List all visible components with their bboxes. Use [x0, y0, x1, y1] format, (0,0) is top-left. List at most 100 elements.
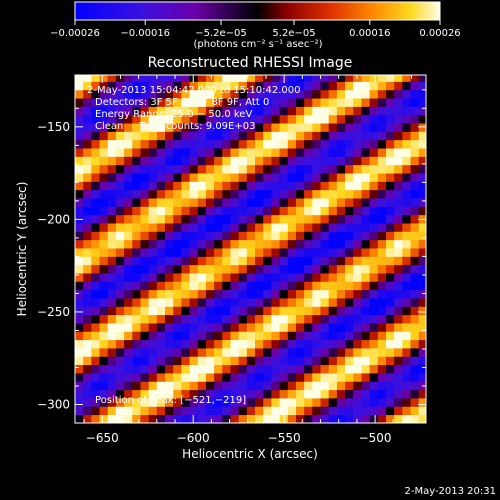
- heatmap-cell: [189, 239, 199, 249]
- heatmap-cell: [115, 98, 125, 107]
- heatmap-cell: [287, 256, 297, 266]
- heatmap-cell: [345, 173, 354, 182]
- heatmap-cell: [418, 364, 426, 374]
- heatmap-cell: [279, 323, 289, 332]
- heatmap-cell: [230, 123, 240, 132]
- heatmap-cell: [410, 373, 420, 382]
- heatmap-cell: [205, 198, 215, 207]
- heatmap-cell: [205, 206, 215, 216]
- heatmap-cell: [295, 189, 305, 199]
- heatmap-cell: [377, 314, 387, 324]
- heatmap-cell: [230, 281, 240, 291]
- heatmap-cell: [263, 89, 272, 99]
- heatmap-cell: [255, 398, 264, 407]
- heatmap-cell: [336, 323, 346, 332]
- heatmap-cell: [287, 198, 297, 207]
- heatmap-cell: [361, 106, 371, 116]
- heatmap-cell: [361, 198, 371, 207]
- heatmap-cell: [320, 156, 330, 166]
- heatmap-cell: [377, 356, 387, 366]
- heatmap-cell: [83, 264, 92, 274]
- heatmap-cell: [173, 364, 182, 374]
- heatmap-cell: [238, 256, 248, 266]
- heatmap-cell: [369, 323, 379, 332]
- heatmap-cell: [222, 298, 231, 307]
- heatmap-cell: [263, 348, 272, 357]
- heatmap-cell: [336, 273, 346, 282]
- heatmap-cell: [205, 373, 215, 382]
- heatmap-cell: [402, 273, 411, 282]
- heatmap-cell: [83, 106, 92, 116]
- heatmap-cell: [402, 106, 411, 116]
- heatmap-cell: [369, 298, 379, 307]
- heatmap-cell: [394, 323, 403, 332]
- heatmap-cell: [361, 273, 371, 282]
- heatmap-cell: [263, 414, 272, 423]
- heatmap-cell: [295, 364, 305, 374]
- heatmap-cell: [304, 223, 313, 232]
- heatmap-cell: [148, 98, 158, 107]
- heatmap-cell: [263, 406, 272, 416]
- heatmap-cell: [295, 81, 305, 91]
- heatmap-cell: [263, 239, 272, 249]
- heatmap-cell: [189, 364, 199, 374]
- heatmap-cell: [320, 139, 330, 149]
- heatmap-cell: [336, 256, 346, 266]
- heatmap-cell: [369, 281, 379, 291]
- heatmap-cell: [173, 356, 182, 366]
- heatmap-cell: [369, 248, 379, 257]
- heatmap-cell: [312, 181, 321, 191]
- heatmap-cell: [328, 414, 338, 423]
- heatmap-cell: [222, 256, 231, 266]
- heatmap-cell: [124, 98, 133, 107]
- heatmap-cell: [402, 114, 411, 124]
- heatmap-cell: [263, 289, 272, 299]
- heatmap-cell: [263, 314, 272, 324]
- heatmap-cell: [287, 273, 297, 282]
- heatmap-cell: [115, 139, 125, 149]
- heatmap-cell: [361, 264, 371, 274]
- heatmap-cell: [369, 364, 379, 374]
- heatmap-cell: [263, 381, 272, 391]
- heatmap-cell: [410, 381, 420, 391]
- heatmap-cell: [156, 164, 166, 174]
- heatmap-cell: [205, 164, 215, 174]
- heatmap-cell: [320, 389, 330, 399]
- heatmap-cell: [402, 381, 411, 391]
- heatmap-cell: [173, 281, 182, 291]
- heatmap-cell: [271, 148, 280, 157]
- heatmap-cell: [205, 123, 215, 132]
- heatmap-cell: [115, 273, 125, 282]
- heatmap-cell: [173, 264, 182, 274]
- heatmap-cell: [99, 306, 109, 316]
- heatmap-cell: [173, 256, 182, 266]
- heatmap-cell: [99, 148, 109, 157]
- heatmap-cell: [83, 281, 92, 291]
- heatmap-cell: [140, 281, 150, 291]
- heatmap-cell: [377, 206, 387, 216]
- heatmap-cell: [132, 198, 141, 207]
- heatmap-cell: [353, 406, 362, 416]
- heatmap-cell: [394, 173, 403, 182]
- heatmap-cell: [197, 381, 207, 391]
- heatmap-cell: [230, 223, 240, 232]
- heatmap-cell: [246, 156, 256, 166]
- heatmap-cell: [214, 123, 223, 132]
- heatmap-cell: [279, 306, 289, 316]
- heatmap-cell: [320, 398, 330, 407]
- heatmap-cell: [394, 281, 403, 291]
- heatmap-cell: [189, 156, 199, 166]
- heatmap-cell: [328, 364, 338, 374]
- heatmap-cell: [336, 389, 346, 399]
- heatmap-cell: [222, 264, 231, 274]
- heatmap-cell: [132, 256, 141, 266]
- y-axis-label: Heliocentric Y (arcsec): [15, 182, 29, 317]
- heatmap-cell: [369, 75, 379, 82]
- heatmap-cell: [107, 164, 117, 174]
- heatmap-cell: [369, 306, 379, 316]
- heatmap-cell: [271, 264, 280, 274]
- heatmap-cell: [255, 164, 264, 174]
- heatmap-cell: [369, 98, 379, 107]
- heatmap-cell: [214, 298, 223, 307]
- heatmap-cell: [165, 123, 174, 132]
